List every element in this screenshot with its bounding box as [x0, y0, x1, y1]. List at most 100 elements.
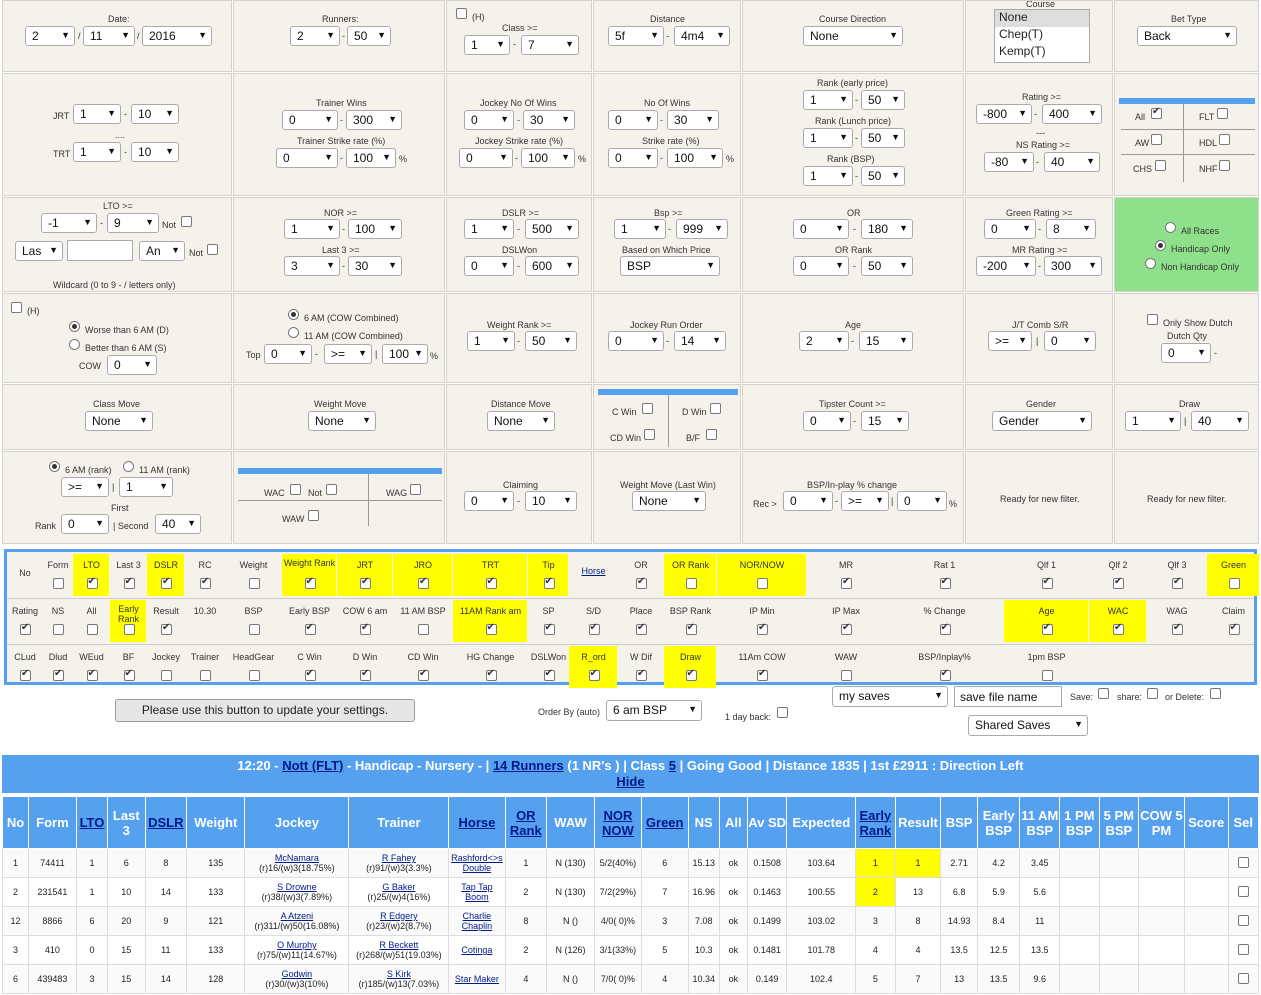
jockey-wins-max-select[interactable]: 30 ▼	[523, 110, 575, 130]
update-settings-button[interactable]: Please use this button to update your se…	[115, 699, 415, 722]
jockey-link[interactable]: S Drowne	[277, 882, 317, 892]
strike-min-select[interactable]: 0 ▼	[608, 148, 658, 168]
weight-rank-max-select[interactable]: 50 ▼	[525, 331, 577, 351]
column-checkbox[interactable]	[304, 622, 316, 635]
column-checkbox[interactable]	[485, 622, 497, 635]
class-min-select[interactable]: 1 ▼	[464, 35, 510, 55]
wac-checkbox[interactable]	[290, 484, 301, 495]
am11-cow-radio[interactable]	[288, 327, 299, 338]
age-max-select[interactable]: 15 ▼	[859, 331, 913, 351]
jockey-link[interactable]: McNamara	[274, 853, 319, 863]
jro-min-select[interactable]: 0 ▼	[608, 331, 664, 351]
day-back-checkbox[interactable]	[777, 707, 788, 718]
trainer-link[interactable]: R Fahey	[381, 853, 416, 863]
rec-select[interactable]: 0 ▼	[783, 491, 833, 511]
bsp-op-select[interactable]: >= ▼	[841, 491, 889, 511]
column-checkbox[interactable]	[123, 668, 135, 681]
column-checkbox[interactable]	[1041, 622, 1053, 635]
age-min-select[interactable]: 2 ▼	[799, 331, 849, 351]
column-checkbox[interactable]	[200, 670, 211, 681]
column-checkbox[interactable]	[161, 576, 172, 589]
wag-checkbox[interactable]	[410, 484, 421, 495]
based-on-price-select[interactable]: BSP ▼	[620, 256, 720, 276]
save-file-name-input[interactable]: save file name	[954, 686, 1062, 707]
jockey-strike-max-select[interactable]: 100 ▼	[521, 148, 575, 168]
bsp-max-select[interactable]: 999 ▼	[676, 219, 728, 239]
column-checkbox[interactable]	[1172, 622, 1183, 635]
rating-max-select[interactable]: 400 ▼	[1042, 104, 1102, 124]
rating-min-select[interactable]: -800 ▼	[976, 104, 1032, 124]
strike-max-select[interactable]: 100 ▼	[667, 148, 723, 168]
type-nhf-checkbox[interactable]	[1219, 160, 1230, 171]
top-op-select[interactable]: >= ▼	[324, 344, 372, 364]
rank-lunch-min-select[interactable]: 1 ▼	[803, 128, 853, 148]
column-checkbox[interactable]	[418, 668, 429, 681]
column-checkbox[interactable]	[636, 622, 647, 635]
class-max-select[interactable]: 7 ▼	[521, 35, 579, 55]
column-checkbox[interactable]	[123, 624, 135, 635]
column-checkbox[interactable]	[304, 668, 316, 681]
jockey-link[interactable]: Godwin	[281, 969, 313, 979]
nor-min-select[interactable]: 1 ▼	[284, 219, 340, 239]
tipster-min-select[interactable]: 0 ▼	[803, 411, 851, 431]
date-day-select[interactable]: 2 ▼	[25, 26, 75, 46]
better-than-radio[interactable]	[69, 339, 80, 350]
rank-bsp-max-select[interactable]: 50 ▼	[861, 166, 905, 186]
column-checkbox[interactable]	[418, 624, 429, 635]
course-direction-select[interactable]: None ▼	[803, 26, 903, 46]
weight-move-select[interactable]: None ▼	[308, 411, 376, 431]
select-checkbox[interactable]	[1237, 914, 1249, 926]
column-checkbox[interactable]	[1228, 578, 1240, 589]
bsp-min-select[interactable]: 1 ▼	[614, 219, 666, 239]
rank-value-select[interactable]: 1 ▼	[119, 477, 173, 497]
column-checkbox[interactable]	[86, 668, 98, 681]
jockey-link[interactable]: A Atzeni	[280, 911, 314, 921]
trainer-wins-max-select[interactable]: 300 ▼	[346, 110, 402, 130]
ns-rating-min-select[interactable]: -80 ▼	[984, 152, 1034, 172]
column-checkbox[interactable]	[1041, 670, 1053, 681]
column-checkbox[interactable]	[1228, 622, 1240, 635]
column-checkbox[interactable]	[757, 578, 768, 589]
trt-max-select[interactable]: 10 ▼	[131, 142, 179, 162]
trainer-link[interactable]: R Beckett	[379, 940, 419, 950]
race-course-link[interactable]: Nott (FLT)	[282, 758, 344, 773]
tipster-max-select[interactable]: 15 ▼	[861, 411, 909, 431]
column-checkbox[interactable]	[360, 576, 371, 589]
column-checkbox[interactable]	[20, 668, 31, 681]
jockey-strike-min-select[interactable]: 0 ▼	[459, 148, 513, 168]
column-checkbox[interactable]	[939, 622, 951, 635]
order-by-select[interactable]: 6 am BSP ▼	[606, 700, 702, 721]
or-rank-min-select[interactable]: 0 ▼	[793, 256, 849, 276]
column-checkbox[interactable]	[543, 622, 555, 635]
jrt-min-select[interactable]: 1 ▼	[73, 104, 121, 124]
worse-than-radio[interactable]	[69, 321, 80, 332]
last3-min-select[interactable]: 3 ▼	[284, 256, 340, 276]
type-aw-checkbox[interactable]	[1151, 134, 1162, 145]
lto-min-select[interactable]: -1 ▼	[41, 213, 97, 233]
column-checkbox[interactable]	[636, 576, 647, 589]
select-checkbox[interactable]	[1237, 972, 1249, 984]
rank-early-max-select[interactable]: 50 ▼	[861, 90, 905, 110]
column-checkbox[interactable]	[360, 622, 371, 635]
distance-max-select[interactable]: 4m4 ▼	[674, 26, 730, 46]
class-move-select[interactable]: None ▼	[85, 411, 153, 431]
column-checkbox[interactable]	[86, 624, 98, 635]
column-checkbox[interactable]	[418, 576, 429, 589]
or-min-select[interactable]: 0 ▼	[793, 219, 849, 239]
d-win-checkbox[interactable]	[710, 403, 721, 414]
lto-an-select[interactable]: An ▼	[139, 241, 185, 261]
bf-checkbox[interactable]	[706, 429, 717, 440]
column-checkbox[interactable]	[841, 670, 852, 681]
rank-first-select[interactable]: 0 ▼	[61, 514, 109, 534]
date-year-select[interactable]: 2016 ▼	[142, 26, 212, 46]
column-checkbox[interactable]	[20, 622, 31, 635]
column-checkbox[interactable]	[86, 576, 98, 589]
results-header[interactable]: Horse	[448, 796, 506, 849]
column-checkbox[interactable]	[200, 576, 211, 589]
column-checkbox[interactable]	[841, 576, 852, 589]
column-checkbox[interactable]	[248, 670, 260, 681]
only-show-dutch-checkbox[interactable]	[1147, 314, 1158, 325]
column-checkbox[interactable]	[53, 668, 64, 681]
draw-min-select[interactable]: 1 ▼	[1125, 411, 1181, 431]
results-header[interactable]: Early Rank	[855, 796, 896, 849]
